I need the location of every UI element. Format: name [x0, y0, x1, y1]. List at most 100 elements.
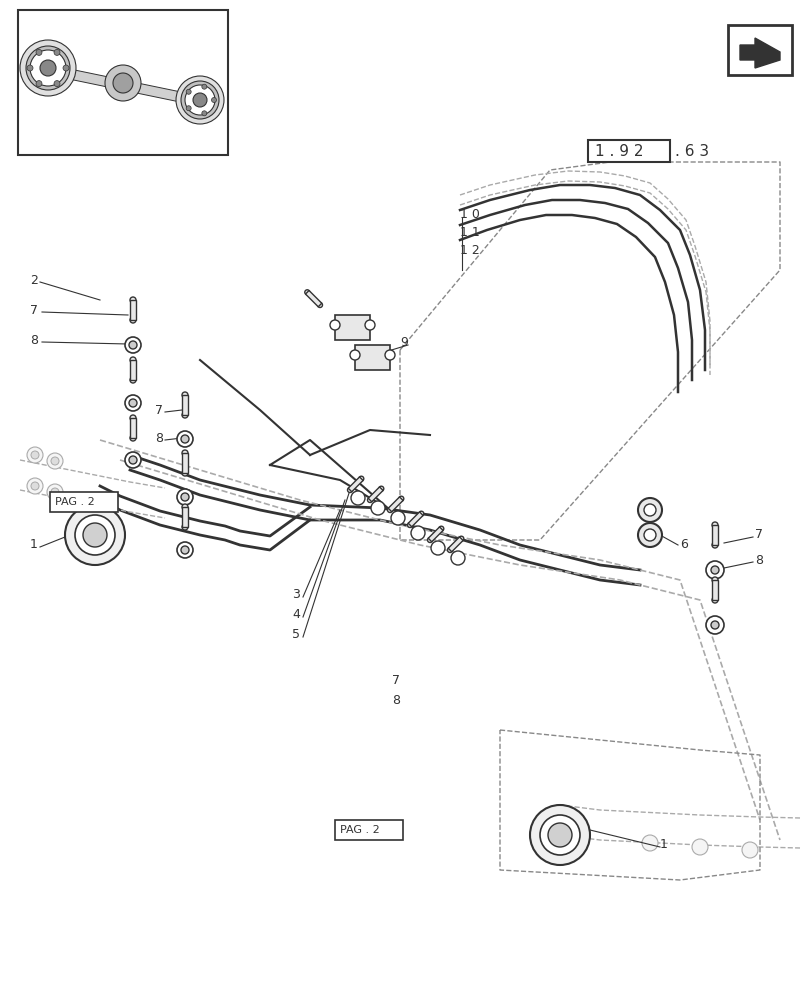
Bar	[587, 140, 669, 162]
Circle shape	[129, 341, 137, 349]
Circle shape	[130, 435, 135, 441]
Circle shape	[105, 65, 141, 101]
Circle shape	[51, 488, 59, 496]
Circle shape	[130, 297, 135, 303]
Circle shape	[125, 395, 141, 411]
Circle shape	[547, 823, 571, 847]
Circle shape	[36, 49, 42, 55]
Polygon shape	[130, 360, 135, 380]
Bar	[354, 345, 389, 370]
Circle shape	[642, 835, 657, 851]
Polygon shape	[388, 497, 402, 512]
Circle shape	[182, 392, 188, 398]
Circle shape	[40, 60, 56, 76]
Text: 7: 7	[30, 304, 38, 316]
Polygon shape	[182, 453, 188, 473]
Circle shape	[125, 452, 141, 468]
Circle shape	[407, 522, 412, 528]
Circle shape	[710, 566, 718, 574]
Circle shape	[177, 542, 193, 558]
Circle shape	[705, 616, 723, 634]
Circle shape	[379, 486, 384, 491]
Circle shape	[27, 447, 43, 463]
Text: 6: 6	[679, 538, 687, 552]
Circle shape	[438, 526, 444, 531]
Circle shape	[202, 111, 207, 116]
Circle shape	[181, 546, 189, 554]
Circle shape	[36, 81, 42, 87]
Text: 2: 2	[30, 273, 38, 286]
Circle shape	[83, 523, 107, 547]
Circle shape	[530, 805, 590, 865]
Text: 8: 8	[155, 432, 163, 444]
Circle shape	[30, 50, 66, 86]
Text: 1 0: 1 0	[460, 208, 479, 221]
Circle shape	[350, 491, 365, 505]
Circle shape	[176, 76, 224, 124]
Circle shape	[211, 98, 217, 103]
Circle shape	[182, 450, 188, 456]
Circle shape	[182, 504, 188, 510]
Text: . 6 3: . 6 3	[674, 144, 708, 159]
Circle shape	[51, 457, 59, 465]
Text: 7: 7	[754, 528, 762, 542]
Circle shape	[637, 523, 661, 547]
Circle shape	[75, 515, 115, 555]
Circle shape	[177, 431, 193, 447]
Circle shape	[450, 551, 465, 565]
Circle shape	[202, 84, 207, 89]
Circle shape	[371, 501, 384, 515]
Circle shape	[181, 81, 219, 119]
Circle shape	[387, 508, 392, 512]
Circle shape	[181, 493, 189, 501]
Text: 8: 8	[30, 334, 38, 347]
Circle shape	[27, 65, 33, 71]
Circle shape	[350, 350, 359, 360]
Circle shape	[47, 453, 63, 469]
Circle shape	[31, 482, 39, 490]
Circle shape	[130, 377, 135, 383]
Polygon shape	[182, 395, 188, 415]
Circle shape	[182, 470, 188, 476]
Circle shape	[129, 399, 137, 407]
Text: 7: 7	[155, 403, 163, 416]
Circle shape	[741, 842, 757, 858]
Circle shape	[458, 536, 463, 541]
Circle shape	[317, 302, 322, 308]
Circle shape	[418, 511, 423, 516]
Text: 4: 4	[292, 608, 299, 621]
Circle shape	[63, 65, 69, 71]
Circle shape	[539, 815, 579, 855]
Circle shape	[20, 40, 76, 96]
Circle shape	[185, 85, 215, 115]
Text: 1: 1	[659, 838, 667, 851]
Circle shape	[431, 541, 444, 555]
Circle shape	[398, 496, 403, 501]
Text: 3: 3	[292, 588, 299, 601]
Circle shape	[177, 489, 193, 505]
Polygon shape	[348, 477, 363, 492]
Circle shape	[27, 478, 43, 494]
Circle shape	[358, 476, 363, 481]
Polygon shape	[367, 487, 383, 502]
Text: PAG . 2: PAG . 2	[340, 825, 380, 835]
Bar	[18, 10, 228, 155]
Polygon shape	[739, 38, 779, 68]
Polygon shape	[427, 527, 443, 542]
Circle shape	[182, 524, 188, 530]
Circle shape	[130, 357, 135, 363]
Text: 1 2: 1 2	[460, 243, 479, 256]
Circle shape	[186, 106, 191, 111]
Circle shape	[47, 484, 63, 500]
Circle shape	[410, 526, 424, 540]
Bar	[50, 492, 118, 512]
Circle shape	[113, 73, 133, 93]
Circle shape	[705, 561, 723, 579]
Bar	[335, 315, 370, 340]
Circle shape	[129, 456, 137, 464]
Circle shape	[31, 451, 39, 459]
Circle shape	[710, 621, 718, 629]
Polygon shape	[182, 507, 188, 527]
Circle shape	[367, 497, 372, 502]
Text: 5: 5	[292, 628, 299, 642]
